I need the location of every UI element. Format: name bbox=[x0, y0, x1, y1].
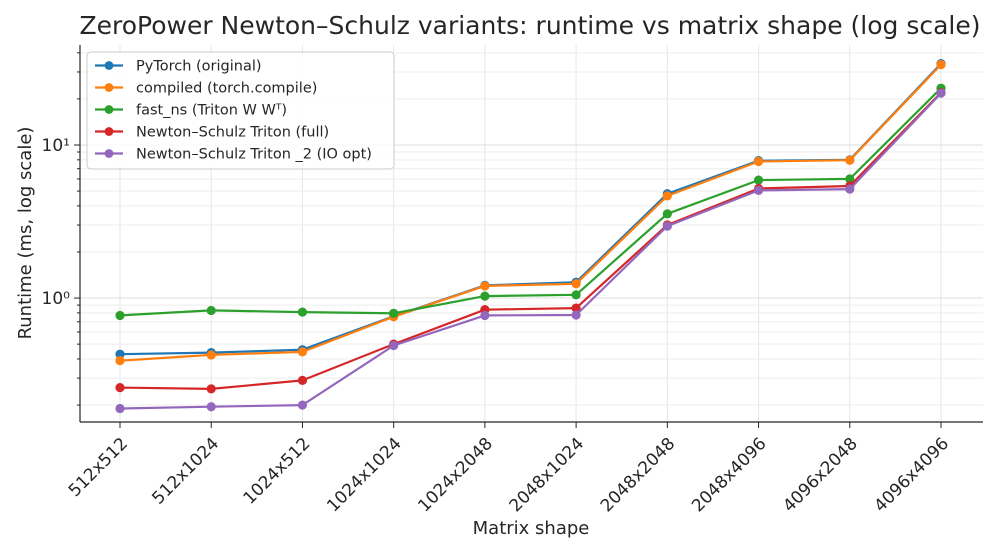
y-axis-label: Runtime (ms, log scale) bbox=[15, 127, 36, 340]
series-compiled-torch-compile bbox=[115, 60, 946, 366]
data-point bbox=[115, 403, 125, 414]
data-point bbox=[753, 156, 764, 167]
data-point bbox=[297, 400, 308, 410]
legend-label: fast_ns (Triton W Wᵀ) bbox=[136, 103, 287, 119]
data-point bbox=[115, 310, 125, 321]
series-group bbox=[115, 59, 946, 414]
legend-item: PyTorch (original) bbox=[95, 59, 262, 75]
data-point bbox=[206, 384, 216, 394]
data-point bbox=[297, 307, 308, 317]
data-point bbox=[389, 340, 399, 351]
data-point bbox=[571, 279, 581, 289]
legend-marker bbox=[104, 83, 114, 92]
data-point bbox=[480, 310, 490, 321]
legend-label: Newton–Schulz Triton _2 (IO opt) bbox=[136, 147, 372, 163]
series-line bbox=[119, 92, 942, 410]
data-point bbox=[480, 281, 490, 291]
data-point bbox=[936, 60, 946, 70]
legend-marker bbox=[104, 61, 114, 70]
data-point bbox=[480, 291, 490, 301]
legend: PyTorch (original) compiled (torch.compil… bbox=[86, 51, 395, 170]
data-point bbox=[571, 303, 581, 313]
data-point bbox=[845, 184, 855, 194]
legend-item: compiled (torch.compile) bbox=[95, 81, 317, 97]
chart-title: ZeroPower Newton–Schulz variants: runtim… bbox=[79, 11, 980, 40]
series-fast-ns-triton-w-w bbox=[115, 83, 946, 321]
data-point bbox=[936, 88, 946, 98]
data-point bbox=[206, 350, 216, 360]
series-line bbox=[119, 63, 942, 362]
data-point bbox=[297, 347, 308, 357]
data-point bbox=[662, 191, 672, 201]
data-point bbox=[115, 383, 125, 393]
data-point bbox=[571, 310, 581, 320]
data-point bbox=[662, 209, 672, 219]
data-point bbox=[571, 290, 581, 300]
legend-label: PyTorch (original) bbox=[136, 59, 262, 75]
data-point bbox=[115, 349, 125, 359]
legend-label: compiled (torch.compile) bbox=[136, 81, 317, 97]
data-point bbox=[662, 221, 672, 231]
axes bbox=[74, 45, 983, 428]
y-tick-labels: 10⁰ 10¹ bbox=[42, 136, 71, 309]
legend-marker bbox=[104, 127, 114, 136]
data-point bbox=[206, 402, 216, 412]
data-point bbox=[753, 185, 764, 196]
data-point bbox=[845, 155, 855, 165]
data-point bbox=[206, 305, 216, 316]
y-tick-label: 10¹ bbox=[42, 136, 70, 156]
legend-marker bbox=[104, 149, 114, 158]
y-tick-label: 10⁰ bbox=[42, 289, 71, 309]
legend-item: Newton–Schulz Triton _2 (IO opt) bbox=[95, 147, 372, 163]
legend-item: fast_ns (Triton W Wᵀ) bbox=[95, 103, 287, 119]
legend-label: Newton–Schulz Triton (full) bbox=[136, 125, 329, 141]
legend-box bbox=[86, 51, 395, 170]
legend-marker bbox=[104, 105, 114, 114]
x-axis-label: Matrix shape bbox=[473, 518, 590, 539]
series-line bbox=[119, 91, 942, 390]
data-point bbox=[753, 175, 764, 185]
legend-item: Newton–Schulz Triton (full) bbox=[95, 125, 329, 141]
data-point bbox=[297, 375, 308, 385]
data-point bbox=[389, 308, 399, 318]
series-newton-schulz-triton-2-io-opt bbox=[115, 88, 946, 414]
data-point bbox=[115, 356, 125, 366]
data-point bbox=[845, 174, 855, 184]
series-line bbox=[119, 87, 942, 317]
